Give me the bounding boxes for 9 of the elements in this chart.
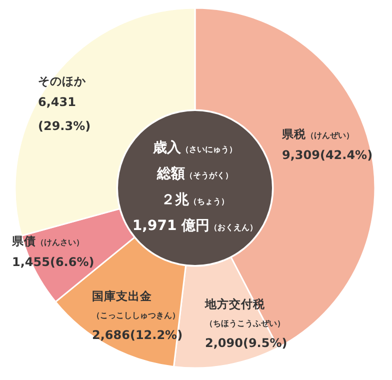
slice-label: 地方交付税（ちほうこうふぜい）	[204, 297, 285, 328]
slice-label: そのほか	[38, 74, 87, 88]
slice-label: 国庫支出金（こっこししゅつきん）	[92, 289, 180, 320]
data-label: 6,431 (29.3%)	[38, 95, 91, 133]
slice-label: 県税（けんぜい）	[281, 127, 354, 141]
slice-label: 県債（けんさい）	[11, 234, 84, 248]
data-label: 2,090(9.5%)	[205, 336, 288, 350]
data-label: 9,309(42.4%)	[282, 148, 373, 162]
chart-title: 歳入（さいにゅう）総額（そうがく）２兆（ちょう）1,971 億円（おくえん）	[132, 140, 258, 234]
